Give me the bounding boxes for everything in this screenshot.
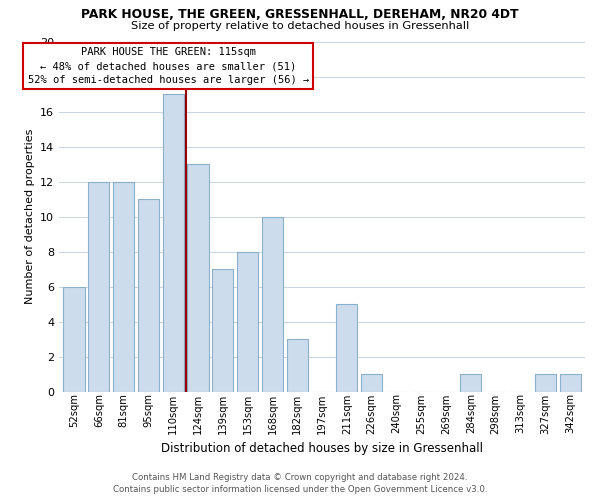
Bar bbox=[287, 340, 308, 392]
Bar bbox=[64, 287, 85, 392]
Bar bbox=[138, 199, 159, 392]
Bar bbox=[560, 374, 581, 392]
Bar bbox=[460, 374, 481, 392]
Text: PARK HOUSE, THE GREEN, GRESSENHALL, DEREHAM, NR20 4DT: PARK HOUSE, THE GREEN, GRESSENHALL, DERE… bbox=[81, 8, 519, 20]
Text: PARK HOUSE THE GREEN: 115sqm
← 48% of detached houses are smaller (51)
52% of se: PARK HOUSE THE GREEN: 115sqm ← 48% of de… bbox=[28, 47, 309, 85]
Bar bbox=[187, 164, 209, 392]
X-axis label: Distribution of detached houses by size in Gressenhall: Distribution of detached houses by size … bbox=[161, 442, 483, 455]
Bar bbox=[212, 270, 233, 392]
Bar bbox=[113, 182, 134, 392]
Text: Size of property relative to detached houses in Gressenhall: Size of property relative to detached ho… bbox=[131, 21, 469, 31]
Bar bbox=[337, 304, 358, 392]
Bar bbox=[163, 94, 184, 392]
Bar bbox=[361, 374, 382, 392]
Bar bbox=[237, 252, 258, 392]
Bar bbox=[262, 216, 283, 392]
Text: Contains HM Land Registry data © Crown copyright and database right 2024.
Contai: Contains HM Land Registry data © Crown c… bbox=[113, 473, 487, 494]
Bar bbox=[535, 374, 556, 392]
Bar bbox=[88, 182, 109, 392]
Y-axis label: Number of detached properties: Number of detached properties bbox=[25, 129, 35, 304]
